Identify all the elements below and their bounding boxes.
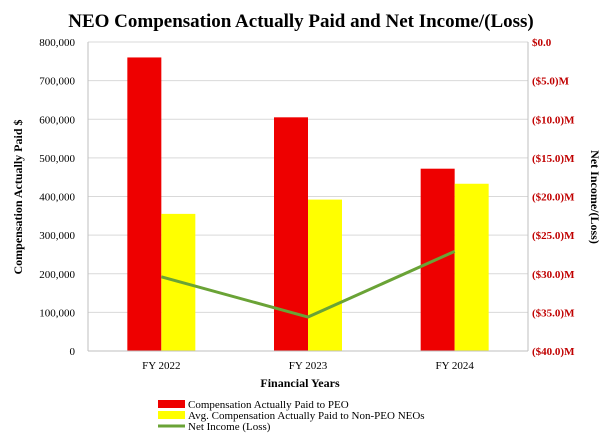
y-tick-label: 600,000 xyxy=(39,114,75,126)
legend-label: Avg. Compensation Actually Paid to Non-P… xyxy=(188,410,425,422)
y-tick-label: 300,000 xyxy=(39,230,75,242)
net-income-line xyxy=(160,249,456,319)
y2-tick-label: ($35.0)M xyxy=(532,307,575,319)
x-tick-label: FY 2022 xyxy=(142,360,180,372)
y2-tick-label: ($5.0)M xyxy=(532,76,570,88)
y-tick-label: 0 xyxy=(70,346,76,358)
y-tick-label: 500,000 xyxy=(39,153,75,165)
y2-tick-label: $0.0 xyxy=(532,37,552,49)
bars xyxy=(127,57,489,351)
net-income-line-group xyxy=(160,249,456,319)
legend-swatch xyxy=(158,411,185,419)
non-peo-bar xyxy=(308,199,342,351)
y-tick-label: 100,000 xyxy=(39,307,75,319)
y2-tick-label: ($25.0)M xyxy=(532,230,575,242)
legend-label: Compensation Actually Paid to PEO xyxy=(188,399,349,411)
legend-label: Net Income (Loss) xyxy=(188,421,271,433)
x-axis-title: Financial Years xyxy=(260,376,340,390)
y-tick-label: 800,000 xyxy=(39,37,75,49)
y2-tick-label: ($40.0)M xyxy=(532,346,575,358)
y-tick-label: 400,000 xyxy=(39,192,75,204)
y2-axis-title: Net Income/(Loss) xyxy=(588,150,602,244)
legend-swatch xyxy=(158,400,185,408)
x-tick-label: FY 2024 xyxy=(435,360,474,372)
non-peo-bar xyxy=(454,183,489,351)
y-tick-label: 200,000 xyxy=(39,269,75,281)
axes: 0 100,000 200,000 300,000 400,000 500,000 600,… xyxy=(39,37,575,372)
chart-title: NEO Compensation Actually Paid and Net I… xyxy=(68,11,534,32)
y-tick-label: 700,000 xyxy=(39,76,75,88)
y2-tick-label: ($15.0)M xyxy=(532,153,575,165)
y2-tick-label: ($30.0)M xyxy=(532,269,575,281)
peo-bar xyxy=(127,57,162,351)
y2-tick-label: ($10.0)M xyxy=(532,114,575,126)
y-axis-title: Compensation Actually Paid $ xyxy=(11,119,25,274)
y2-tick-label: ($20.0)M xyxy=(532,192,575,204)
x-tick-label: FY 2023 xyxy=(289,360,328,372)
